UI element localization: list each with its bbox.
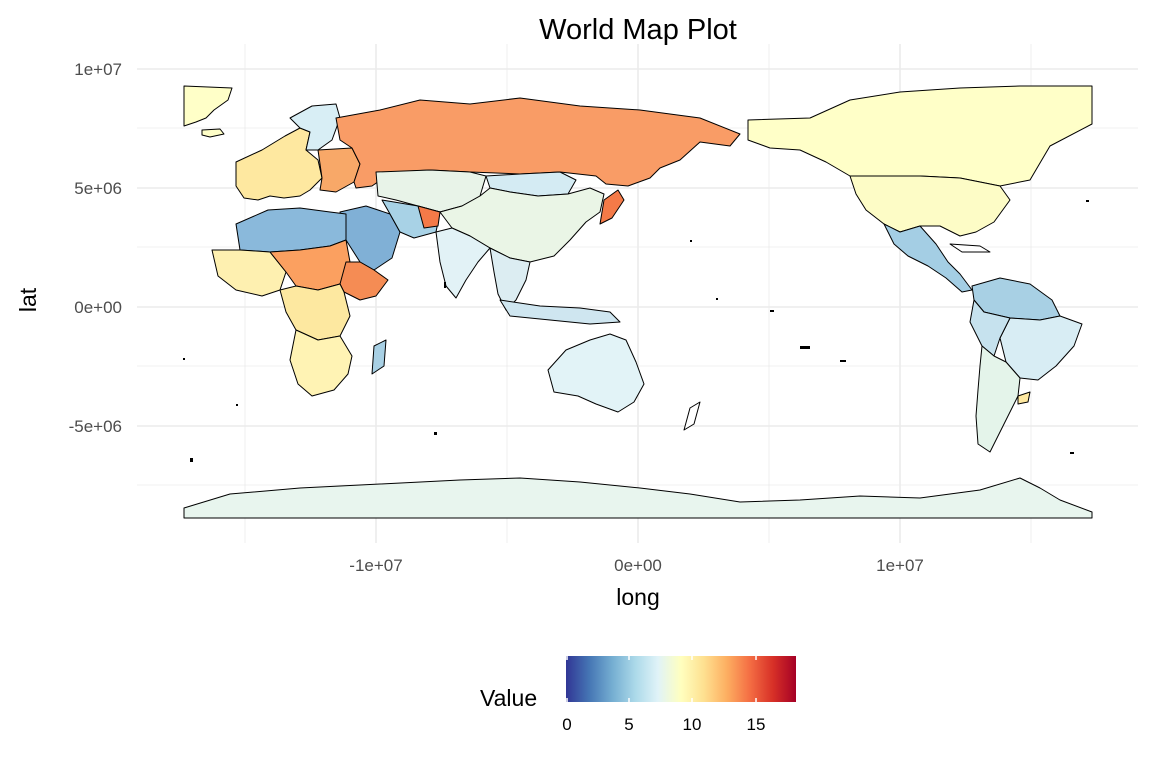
region-caribbean bbox=[949, 243, 991, 253]
y-axis-title: lat bbox=[15, 287, 41, 312]
x-axis-title: long bbox=[616, 584, 659, 610]
region-russia bbox=[335, 97, 741, 189]
y-tick-label: 0e+00 bbox=[74, 298, 122, 317]
region-brazil bbox=[999, 315, 1083, 381]
y-tick-label: 1e+07 bbox=[74, 60, 122, 79]
region-arabia bbox=[339, 205, 401, 271]
legend-title: Value bbox=[480, 685, 537, 711]
x-tick-label: -1e+07 bbox=[349, 556, 402, 575]
region-greenland-west bbox=[183, 85, 233, 127]
region-southeast-asia bbox=[489, 247, 531, 311]
region-australia bbox=[547, 333, 645, 413]
region-indonesia bbox=[499, 299, 621, 325]
region-scandinavia bbox=[289, 103, 341, 151]
region-japan bbox=[599, 189, 625, 225]
region-southern-africa bbox=[289, 329, 353, 397]
y-tick-label: -5e+06 bbox=[69, 417, 122, 436]
color-legend: Value 0 5 10 15 bbox=[480, 656, 796, 734]
region-north-africa bbox=[235, 207, 347, 253]
region-madagascar bbox=[371, 339, 387, 375]
region-uruguay bbox=[1017, 391, 1031, 405]
chart-title: World Map Plot bbox=[539, 14, 737, 46]
region-europe-west bbox=[235, 127, 323, 201]
region-india bbox=[435, 227, 491, 299]
y-axis: 1e+07 5e+06 0e+00 -5e+06 bbox=[69, 60, 122, 436]
x-axis: -1e+07 0e+00 1e+07 bbox=[349, 556, 924, 575]
legend-colorbar bbox=[566, 656, 796, 702]
region-united-states bbox=[849, 175, 1011, 237]
x-tick-label: 1e+07 bbox=[876, 556, 924, 575]
region-iceland bbox=[201, 128, 225, 138]
region-afghanistan bbox=[417, 205, 441, 229]
legend-tick-label: 10 bbox=[683, 715, 702, 734]
land-layer bbox=[183, 85, 1093, 519]
y-tick-label: 5e+06 bbox=[74, 179, 122, 198]
region-peru bbox=[969, 299, 1011, 357]
region-central-africa bbox=[279, 283, 351, 341]
region-canada bbox=[747, 85, 1093, 187]
region-eastern-europe bbox=[317, 147, 361, 193]
island-specks bbox=[183, 200, 1089, 462]
region-new-zealand bbox=[683, 401, 701, 431]
region-mexico bbox=[883, 223, 973, 293]
legend-tick-label: 15 bbox=[747, 715, 766, 734]
legend-tick-label: 5 bbox=[624, 715, 633, 734]
x-tick-label: 0e+00 bbox=[614, 556, 662, 575]
region-horn-africa bbox=[339, 261, 389, 301]
legend-tick-label: 0 bbox=[562, 715, 571, 734]
region-argentina bbox=[975, 345, 1021, 453]
region-antarctica bbox=[183, 477, 1093, 519]
